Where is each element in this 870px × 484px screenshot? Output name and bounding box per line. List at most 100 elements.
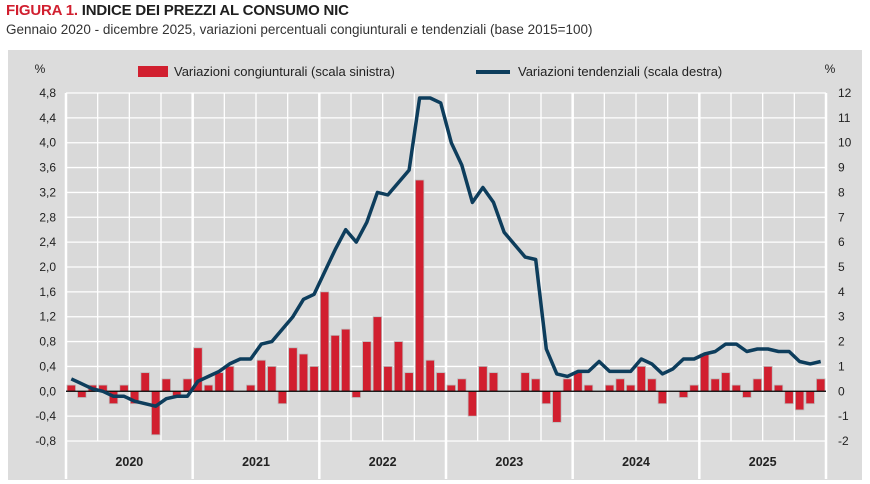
left-tick-label: 4,4 bbox=[39, 111, 56, 125]
bar bbox=[436, 372, 446, 392]
bar bbox=[372, 316, 383, 392]
left-tick-label: 0,4 bbox=[39, 359, 56, 373]
bar bbox=[742, 390, 752, 398]
bar bbox=[277, 390, 288, 405]
year-label: 2025 bbox=[749, 455, 777, 469]
legend-bar-label: Variazioni congiunturali (scala sinistra… bbox=[174, 64, 395, 79]
right-tick-label: 5 bbox=[838, 260, 845, 274]
bar bbox=[404, 372, 414, 392]
trend-line bbox=[70, 96, 822, 408]
right-unit-label: % bbox=[825, 62, 836, 76]
bar bbox=[478, 366, 488, 392]
right-tick-label: 8 bbox=[838, 185, 845, 199]
year-label: 2024 bbox=[622, 455, 650, 469]
bar bbox=[647, 378, 657, 392]
left-tick-label: 1,2 bbox=[39, 310, 56, 324]
bar bbox=[119, 384, 129, 392]
bar bbox=[414, 179, 425, 392]
bar bbox=[615, 378, 625, 392]
bar bbox=[309, 366, 319, 392]
left-tick-label: 0,8 bbox=[39, 335, 56, 349]
bar bbox=[520, 372, 530, 392]
bar bbox=[457, 378, 467, 392]
right-tick-label: 6 bbox=[838, 235, 845, 249]
figure-number: FIGURA 1. bbox=[6, 2, 78, 19]
left-tick-label: 4,0 bbox=[39, 136, 56, 150]
right-tick-label: 1 bbox=[838, 359, 845, 373]
right-tick-label: -1 bbox=[838, 409, 849, 423]
right-tick-label: 10 bbox=[838, 136, 852, 150]
bar bbox=[393, 341, 404, 392]
bar bbox=[425, 359, 435, 392]
right-tick-label: 3 bbox=[838, 310, 845, 324]
bar bbox=[256, 359, 266, 392]
bar bbox=[721, 372, 731, 392]
legend-line-label: Variazioni tendenziali (scala destra) bbox=[518, 64, 722, 79]
right-tick-label: 4 bbox=[838, 285, 845, 299]
bar bbox=[151, 390, 161, 436]
bar bbox=[816, 378, 826, 392]
left-tick-label: -0,8 bbox=[35, 434, 56, 448]
bar bbox=[341, 328, 351, 392]
figure-title: FIGURA 1. INDICE DEI PREZZI AL CONSUMO N… bbox=[6, 2, 349, 19]
right-tick-label: -2 bbox=[838, 434, 849, 448]
bar bbox=[552, 390, 562, 423]
bar bbox=[488, 372, 499, 392]
left-tick-label: 2,0 bbox=[39, 260, 56, 274]
bar bbox=[467, 390, 478, 417]
right-tick-label: 0 bbox=[838, 384, 845, 398]
bar bbox=[319, 291, 330, 392]
left-tick-label: 3,6 bbox=[39, 161, 56, 175]
bar bbox=[246, 384, 256, 392]
bar bbox=[583, 384, 594, 392]
bar bbox=[689, 384, 699, 392]
bar bbox=[784, 390, 794, 405]
bar bbox=[66, 384, 76, 392]
bar bbox=[636, 366, 646, 392]
right-tick-label: 7 bbox=[838, 210, 845, 224]
year-label: 2021 bbox=[242, 455, 270, 469]
figure-title-text: INDICE DEI PREZZI AL CONSUMO NIC bbox=[81, 2, 349, 19]
right-tick-label: 9 bbox=[838, 161, 845, 175]
left-tick-label: 4,8 bbox=[39, 86, 56, 100]
bar bbox=[794, 390, 805, 411]
bar bbox=[224, 366, 235, 392]
bar bbox=[752, 378, 763, 392]
bar bbox=[541, 390, 551, 405]
bar bbox=[678, 390, 689, 398]
right-tick-label: 2 bbox=[838, 335, 845, 349]
bar bbox=[446, 384, 456, 392]
bar bbox=[383, 366, 393, 392]
bar bbox=[805, 390, 815, 405]
bar bbox=[140, 372, 150, 392]
bar bbox=[298, 353, 309, 392]
right-tick-label: 12 bbox=[838, 86, 852, 100]
year-label: 2020 bbox=[115, 455, 143, 469]
bar bbox=[161, 378, 171, 392]
bar bbox=[573, 372, 583, 392]
left-tick-label: 3,2 bbox=[39, 185, 56, 199]
legend-bar-swatch bbox=[138, 66, 168, 77]
bar bbox=[710, 378, 720, 392]
bar bbox=[763, 366, 773, 392]
year-label: 2022 bbox=[369, 455, 397, 469]
left-tick-label: 0,0 bbox=[39, 384, 56, 398]
left-tick-label: 1,6 bbox=[39, 285, 56, 299]
bar bbox=[699, 353, 710, 392]
figure-subtitle: Gennaio 2020 - dicembre 2025, variazioni… bbox=[6, 22, 593, 37]
bar bbox=[362, 341, 372, 392]
left-unit-label: % bbox=[35, 62, 46, 76]
right-tick-label: 11 bbox=[838, 111, 851, 125]
left-tick-label: 2,4 bbox=[39, 235, 56, 249]
left-tick-label: 2,8 bbox=[39, 210, 56, 224]
legend: Variazioni congiunturali (scala sinistra… bbox=[138, 64, 722, 79]
bar bbox=[773, 384, 784, 392]
bar bbox=[604, 384, 615, 392]
bar bbox=[288, 347, 298, 392]
bar bbox=[77, 390, 87, 398]
bar bbox=[531, 378, 541, 392]
bar bbox=[203, 384, 214, 392]
bar bbox=[330, 334, 340, 392]
left-tick-label: -0,4 bbox=[35, 409, 56, 423]
